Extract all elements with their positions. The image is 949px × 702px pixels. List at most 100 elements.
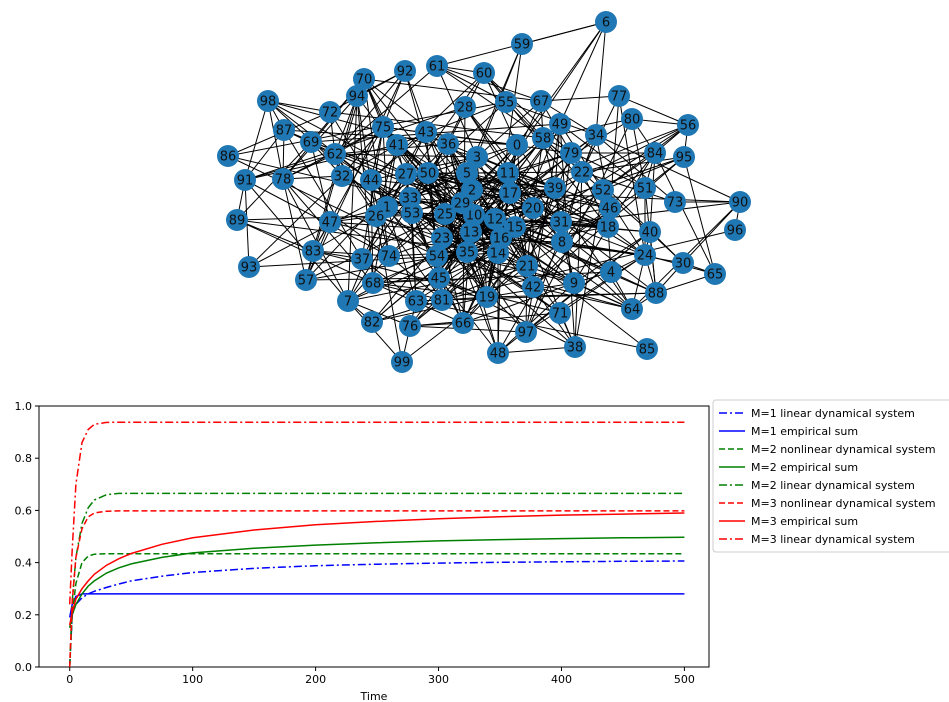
node-circle [415,121,437,143]
graph-edge [305,213,446,281]
node-label: 43 [418,126,435,141]
node-circle [544,177,566,199]
graph-edge [525,254,646,333]
graph-edge [595,21,607,136]
node-circle [431,227,453,249]
node-circle [511,33,533,55]
x-tick-label: 200 [305,673,326,686]
node-label: 31 [553,216,570,231]
graph-edge [244,179,390,257]
graph-edge [525,265,528,333]
graph-node: 98 [257,90,279,112]
graph-node: 4 [600,261,622,283]
graph-edge [409,312,561,327]
node-circle [484,208,506,230]
node-label: 76 [402,320,419,335]
node-label: 35 [459,246,476,261]
graph-node: 29 [451,192,473,214]
node-label: 97 [518,326,535,341]
node-label: 26 [368,210,385,225]
node-circle [399,315,421,337]
graph-edge [540,95,620,102]
node-circle [592,179,614,201]
node-label: 25 [437,208,454,223]
graph-edge [282,178,349,302]
node-circle [563,272,585,294]
node-circle [302,240,324,262]
node-circle [426,245,448,267]
graph-edge [497,282,575,354]
node-label: 94 [349,90,366,105]
node-circle [599,197,621,219]
node-label: 0 [513,139,521,154]
graph-node: 99 [391,351,413,373]
graph-node: 96 [724,219,746,241]
graph-edge [654,152,716,275]
graph-node: 47 [319,211,341,233]
node-circle [454,96,476,118]
graph-node: 12 [484,208,506,230]
node-circle [522,276,544,298]
node-label: 96 [727,224,744,239]
node-label: 20 [525,202,542,217]
series-line-3 [68,552,685,668]
node-circle [600,261,622,283]
node-circle [639,221,661,243]
series-line-4 [68,536,685,628]
node-circle [515,321,537,343]
node-label: 98 [260,95,277,110]
node-circle [431,289,453,311]
legend-label: M=1 empirical sum [751,425,858,438]
graph-edge [525,231,651,333]
node-circle [405,290,427,312]
node-circle [522,197,544,219]
node-label: 9 [570,277,578,292]
node-label: 65 [707,268,724,283]
node-circle [516,255,538,277]
node-circle [608,85,630,107]
node-circle [506,134,528,156]
node-label: 73 [667,196,684,211]
graph-node: 84 [644,142,666,164]
graph-edge [244,100,269,181]
node-circle [634,244,656,266]
node-label: 6 [602,16,610,31]
node-circle [362,272,384,294]
y-tick-label: 0.8 [15,452,33,465]
graph-node: 31 [550,211,572,233]
graph-node: 73 [664,191,686,213]
node-circle [597,216,619,238]
node-label: 84 [647,147,664,162]
node-label: 95 [676,151,693,166]
node-circle [497,162,519,184]
graph-edge [466,251,576,348]
graph-node: 7 [337,290,359,312]
graph-edge [244,153,336,181]
graph-node: 39 [544,177,566,199]
node-label: 59 [514,38,531,53]
node-circle [295,269,317,291]
graph-edge [415,124,689,302]
node-circle [395,163,417,185]
series-line-7 [68,512,685,626]
node-label: 57 [298,274,315,289]
graph-edge [236,215,377,221]
graph-edge [526,187,646,267]
graph-nodes: 0123456789101112131415161718192021222324… [217,11,751,373]
graph-node: 22 [571,161,593,183]
graph-edge [441,201,741,239]
x-tick-label: 400 [551,673,572,686]
graph-edge [516,21,607,146]
graph-edge [560,124,689,223]
node-circle [672,252,694,274]
graph-node: 76 [399,315,421,337]
graph-node: 20 [522,197,544,219]
graph-node: 87 [273,119,295,141]
node-label: 51 [637,182,654,197]
graph-edge [388,255,443,301]
graph-edge [436,65,544,139]
node-label: 34 [588,129,605,144]
graph-node: 91 [234,169,256,191]
node-label: 15 [507,221,524,236]
y-tick-label: 0.6 [15,504,33,517]
